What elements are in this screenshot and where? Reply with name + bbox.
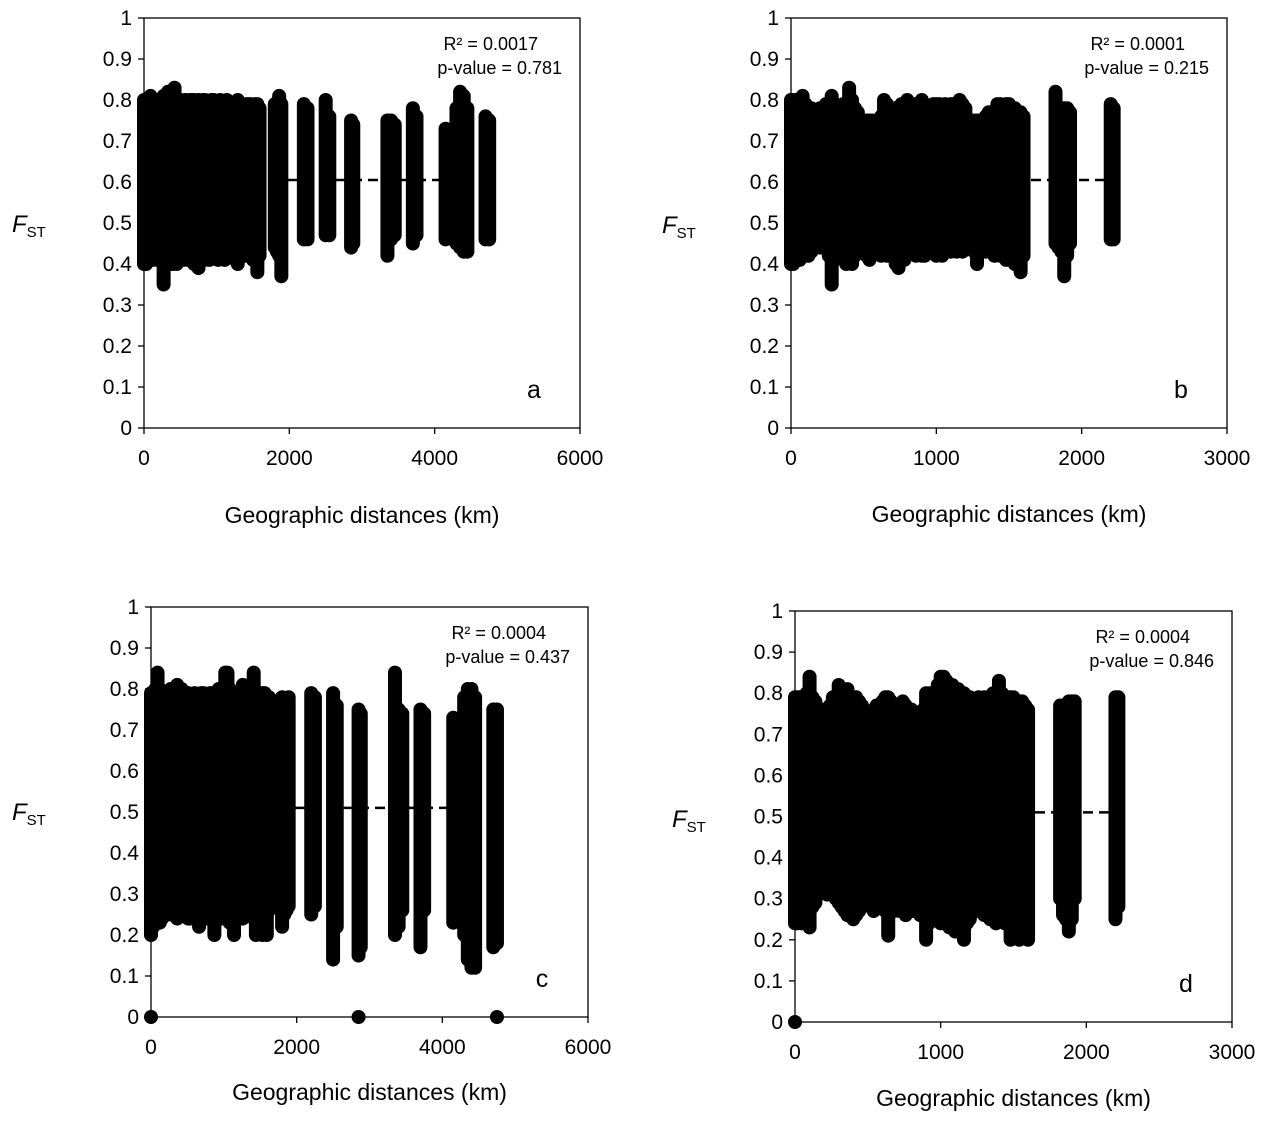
y-tick-label: 0 [771,1011,783,1034]
r-squared-label: R² = 0.0017 [443,34,538,54]
panel-letter: a [527,376,541,404]
y-tick-label: 0.1 [110,965,139,988]
data-point [788,1015,802,1029]
y-tick-label: 0 [127,1006,139,1029]
data-point [351,1010,366,1024]
y-tick-label: 0.5 [103,212,132,235]
x-tick-label: 2000 [266,447,313,470]
x-tick-label: 4000 [419,1036,466,1059]
scatter-points [788,669,1126,1029]
x-tick-label: 3000 [1209,1041,1256,1064]
panel-letter: c [536,965,549,993]
y-tick-label: 0.7 [103,130,132,153]
y-tick-label: 0.7 [750,130,779,153]
data-point [144,1010,158,1024]
y-axis-label: FST [672,806,706,836]
r-squared-label: R² = 0.0004 [1095,627,1190,647]
y-tick-label: 0.2 [103,335,132,358]
scatter-points [144,665,504,1024]
y-tick-label: 1 [767,7,779,30]
y-tick-label: 0.6 [750,171,779,194]
x-tick-label: 0 [138,447,150,470]
y-tick-label: 0.1 [750,376,779,399]
y-tick-label: 0.6 [103,171,132,194]
y-tick-label: 0.5 [110,801,139,824]
x-tick-label: 0 [789,1041,801,1064]
x-tick-label: 6000 [565,1036,612,1059]
x-tick-label: 3000 [1204,447,1251,470]
y-axis-label: FST [12,211,46,241]
y-tick-label: 0.9 [110,637,139,660]
x-tick-label: 2000 [1063,1041,1110,1064]
y-tick-label: 0.6 [110,760,139,783]
x-tick-label: 1000 [913,447,960,470]
y-tick-label: 1 [771,600,783,623]
y-tick-label: 0.8 [750,89,779,112]
y-tick-label: 0.3 [110,883,139,906]
scatter-points [137,80,497,292]
y-axis-label: FST [662,212,696,242]
y-tick-label: 0.1 [103,376,132,399]
panel-c: 0 0.1 0.2 0.3 0.4 0.5 0.6 0.7 0.8 0.9 1 0 2000 4000 60… [12,596,611,1105]
y-tick-label: 0.8 [754,682,783,705]
y-tick-label: 0.4 [103,253,133,276]
x-tick-label: 0 [145,1036,157,1059]
y-tick-label: 0.4 [110,842,140,865]
y-tick-label: 0.2 [750,335,779,358]
y-tick-label: 0.3 [103,294,132,317]
y-tick-label: 0.5 [754,806,783,829]
y-tick-label: 0.4 [754,847,784,870]
y-tick-label: 0.8 [103,89,132,112]
x-axis-label: Geographic distances (km) [232,1079,507,1105]
y-tick-label: 0.5 [750,212,779,235]
x-axis-label: Geographic distances (km) [872,501,1147,527]
panel-a: 0 0.1 0.2 0.3 0.4 0.5 0.6 0.7 0.8 0.9 1 0 2000 4000 60… [12,7,603,528]
scatter-points [784,80,1121,292]
y-tick-label: 0.8 [110,678,139,701]
p-value-label: p-value = 0.437 [445,647,570,667]
y-tick-label: 1 [120,7,132,30]
y-tick-label: 0 [120,417,132,440]
x-tick-label: 0 [785,447,797,470]
x-tick-label: 2000 [273,1036,320,1059]
panel-d: 0 0.1 0.2 0.3 0.4 0.5 0.6 0.7 0.8 0.9 1 0 1000 2000 30… [672,600,1255,1111]
p-value-label: p-value = 0.215 [1084,58,1209,78]
y-tick-label: 0.1 [754,970,783,993]
y-tick-label: 0.7 [110,719,139,742]
y-tick-label: 0.6 [754,764,783,787]
r-squared-label: R² = 0.0004 [451,623,546,643]
p-value-label: p-value = 0.781 [437,58,562,78]
y-tick-label: 0.7 [754,723,783,746]
panel-letter: d [1179,970,1193,998]
y-tick-label: 1 [127,596,139,619]
y-tick-label: 0.4 [750,253,780,276]
y-tick-label: 0.2 [754,929,783,952]
y-tick-label: 0.9 [750,48,779,71]
x-tick-label: 6000 [557,447,604,470]
y-tick-label: 0.9 [103,48,132,71]
x-tick-label: 4000 [411,447,458,470]
panel-letter: b [1174,376,1188,404]
panel-b: 0 0.1 0.2 0.3 0.4 0.5 0.6 0.7 0.8 0.9 1 0 1000 2000 30… [662,7,1250,527]
x-tick-label: 1000 [917,1041,964,1064]
p-value-label: p-value = 0.846 [1089,651,1214,671]
y-tick-label: 0.3 [750,294,779,317]
y-tick-label: 0 [767,417,779,440]
x-axis-label: Geographic distances (km) [876,1085,1151,1111]
y-tick-label: 0.9 [754,641,783,664]
y-tick-label: 0.2 [110,924,139,947]
y-axis-label: FST [12,799,46,829]
data-point [489,1010,504,1024]
r-squared-label: R² = 0.0001 [1090,34,1185,54]
x-tick-label: 2000 [1058,447,1105,470]
y-tick-label: 0.3 [754,888,783,911]
x-axis-label: Geographic distances (km) [225,502,500,528]
